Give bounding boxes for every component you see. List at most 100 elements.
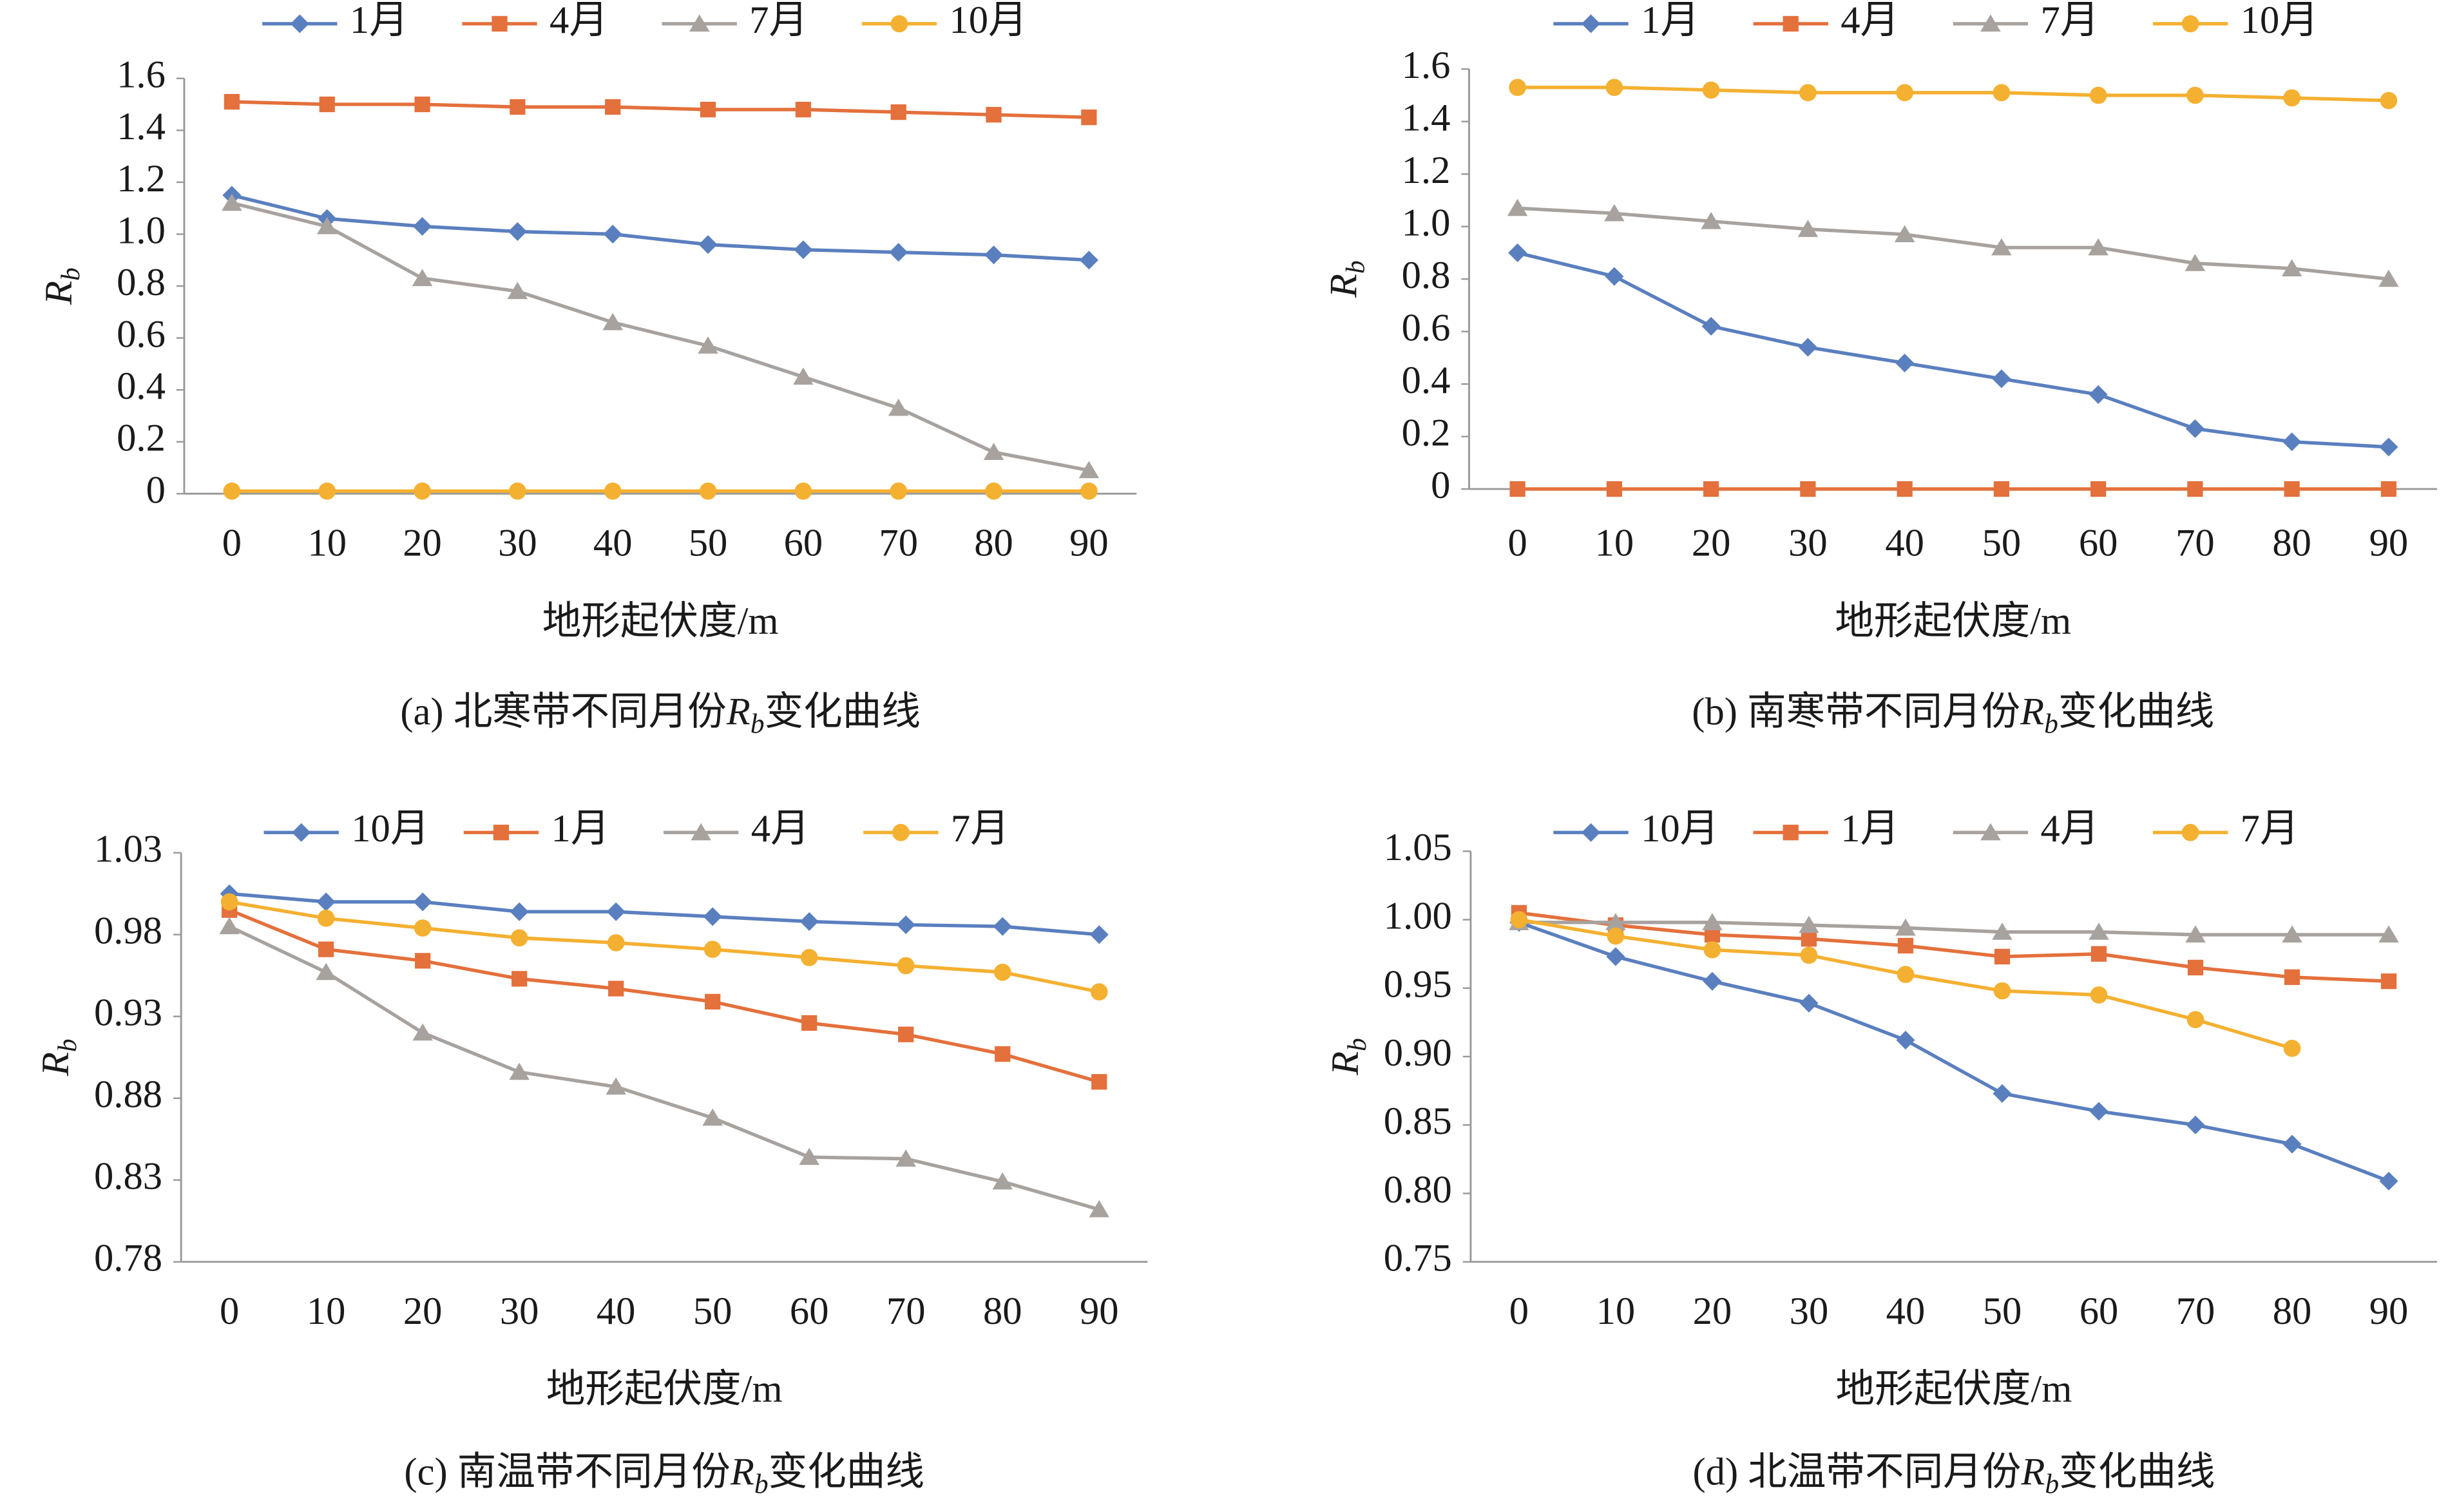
marker: [2089, 385, 2108, 404]
marker: [993, 963, 1011, 981]
marker: [603, 224, 622, 244]
y-tick-label: 0: [146, 468, 166, 512]
legend-label: 4月: [2040, 807, 2099, 850]
x-tick-label: 60: [2079, 522, 2118, 565]
x-tick-label: 10: [307, 1290, 346, 1333]
marker: [1703, 481, 1719, 497]
marker: [1078, 461, 1100, 479]
caption-text: 变化曲线: [765, 690, 921, 733]
marker: [1798, 338, 1817, 357]
legend-marker: [892, 823, 910, 841]
y-tick-label: 0.4: [1402, 359, 1451, 402]
marker: [794, 482, 812, 500]
y-label-main: R: [34, 1052, 77, 1077]
x-tick-label: 80: [983, 1290, 1022, 1333]
y-tick-label: 1.6: [1402, 44, 1451, 87]
caption-text: (c) 南温带不同月份: [404, 1451, 730, 1494]
y-tick-label: 0.85: [1384, 1100, 1452, 1143]
x-tick-label: 70: [879, 522, 918, 565]
legend-label: 1月: [1641, 0, 1699, 42]
y-label-sub: b: [53, 1038, 82, 1052]
x-tick-label: 40: [593, 522, 633, 565]
y-label-main: R: [37, 281, 81, 305]
marker: [2378, 925, 2399, 943]
marker: [1801, 931, 1817, 947]
x-tick-label: 0: [1509, 1290, 1529, 1333]
x-tick-label: 50: [1982, 522, 2022, 565]
x-tick-label: 90: [2369, 1290, 2409, 1333]
x-tick-label: 40: [597, 1290, 636, 1333]
marker: [703, 907, 722, 926]
x-tick-label: 80: [2273, 1290, 2312, 1333]
caption: (a) 北寒带不同月份Rb变化曲线: [400, 690, 921, 739]
marker: [890, 104, 906, 120]
caption-text: (b) 南寒带不同月份: [1692, 690, 2020, 733]
marker: [1897, 966, 1915, 983]
x-tick-label: 60: [2080, 1290, 2119, 1333]
y-axis-label: Rb: [1324, 1038, 1372, 1076]
marker: [319, 96, 335, 113]
marker: [2380, 91, 2398, 110]
marker: [318, 941, 334, 957]
marker: [2283, 89, 2300, 107]
marker: [698, 336, 718, 354]
x-tick-label: 90: [2369, 522, 2409, 565]
marker: [985, 482, 1002, 500]
marker: [2089, 86, 2107, 104]
y-tick-label: 1.6: [117, 53, 166, 97]
caption-text: 变化曲线: [2059, 1451, 2215, 1494]
marker: [2187, 959, 2204, 976]
marker: [605, 99, 621, 115]
marker: [890, 482, 908, 500]
x-tick-label: 60: [784, 522, 823, 565]
marker: [1606, 947, 1625, 966]
marker: [2089, 1102, 2109, 1121]
x-axis-label: 地形起伏度/m: [1836, 1368, 2072, 1411]
y-tick-label: 0.2: [1402, 412, 1451, 455]
marker: [1081, 110, 1097, 126]
series-line: [231, 201, 1089, 472]
x-tick-label: 0: [220, 1290, 239, 1333]
y-tick-label: 1.2: [1402, 149, 1451, 192]
caption-var: R: [726, 690, 751, 733]
marker: [2186, 86, 2204, 104]
y-label-sub: b: [1342, 1038, 1372, 1051]
marker: [1701, 211, 1721, 229]
caption-text: (a) 北寒带不同月份: [400, 690, 726, 733]
y-label-main: R: [1324, 1051, 1367, 1076]
caption-sub: b: [754, 1469, 769, 1500]
marker: [1799, 993, 1819, 1013]
x-tick-label: 70: [2176, 1290, 2215, 1333]
marker: [1896, 1030, 1915, 1050]
marker: [512, 971, 528, 987]
marker: [2185, 254, 2206, 271]
marker: [794, 240, 813, 260]
marker: [2186, 1115, 2205, 1134]
legend-label: 10月: [2241, 0, 2319, 42]
y-tick-label: 1.00: [1384, 894, 1452, 937]
y-tick-label: 0.4: [117, 365, 166, 408]
marker: [413, 216, 432, 236]
x-tick-label: 10: [307, 522, 347, 565]
x-tick-label: 80: [2272, 522, 2311, 565]
marker: [995, 1046, 1011, 1062]
y-tick-label: 1.03: [94, 828, 162, 871]
y-tick-label: 0.98: [94, 910, 162, 953]
marker: [703, 941, 722, 958]
marker: [316, 962, 336, 981]
series-line: [229, 892, 1100, 937]
marker: [606, 902, 626, 921]
x-tick-label: 60: [790, 1290, 829, 1333]
caption: (c) 南温带不同月份Rb变化曲线: [404, 1451, 924, 1500]
y-tick-label: 0.90: [1384, 1031, 1452, 1075]
y-tick-label: 0.83: [94, 1155, 162, 1198]
marker: [1703, 971, 1722, 991]
x-tick-label: 20: [1692, 522, 1731, 565]
y-tick-label: 0.75: [1384, 1237, 1452, 1280]
marker: [698, 235, 718, 254]
series-line: [231, 193, 1089, 262]
x-tick-label: 20: [403, 1290, 443, 1333]
y-tick-label: 0.93: [94, 991, 162, 1035]
marker: [510, 929, 528, 947]
series-line: [1518, 921, 2389, 1183]
